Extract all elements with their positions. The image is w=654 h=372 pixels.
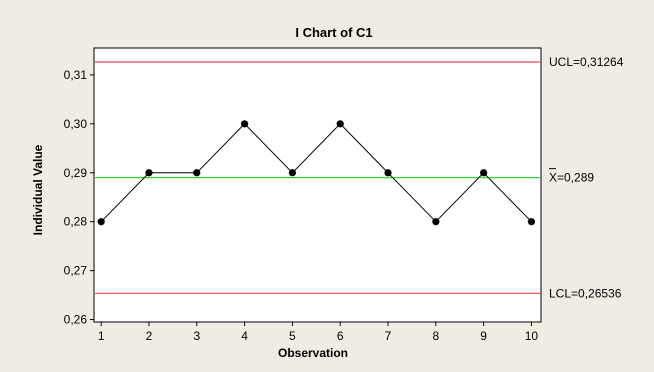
- x-tick-label: 1: [98, 329, 105, 343]
- plot-area: [94, 48, 541, 322]
- data-point: [432, 218, 439, 225]
- data-point: [528, 218, 535, 225]
- x-tick-label: 3: [193, 329, 200, 343]
- ref-label-ucl: UCL=0,31264: [549, 55, 624, 69]
- x-tick-label: 2: [146, 329, 153, 343]
- ref-label-xbar: X=0,289: [549, 171, 594, 185]
- y-tick-label: 0,31: [64, 68, 88, 82]
- x-tick-label: 8: [432, 329, 439, 343]
- data-point: [98, 218, 105, 225]
- data-point: [337, 120, 344, 127]
- x-tick-label: 9: [480, 329, 487, 343]
- x-tick-label: 4: [241, 329, 248, 343]
- x-tick-label: 5: [289, 329, 296, 343]
- data-point: [289, 169, 296, 176]
- data-point: [193, 169, 200, 176]
- y-tick-label: 0,26: [64, 313, 88, 327]
- data-point: [480, 169, 487, 176]
- x-tick-label: 6: [337, 329, 344, 343]
- x-tick-label: 7: [385, 329, 392, 343]
- ref-label-lcl: LCL=0,26536: [549, 286, 622, 300]
- x-axis-label: Observation: [278, 346, 348, 360]
- data-point: [384, 169, 391, 176]
- y-tick-label: 0,29: [64, 166, 88, 180]
- x-tick-label: 10: [525, 329, 539, 343]
- y-tick-label: 0,27: [64, 264, 88, 278]
- data-point: [145, 169, 152, 176]
- y-tick-label: 0,28: [64, 215, 88, 229]
- y-tick-label: 0,30: [64, 117, 88, 131]
- y-axis-label: Individual Value: [31, 144, 45, 235]
- data-point: [241, 120, 248, 127]
- chart-title: I Chart of C1: [295, 25, 372, 40]
